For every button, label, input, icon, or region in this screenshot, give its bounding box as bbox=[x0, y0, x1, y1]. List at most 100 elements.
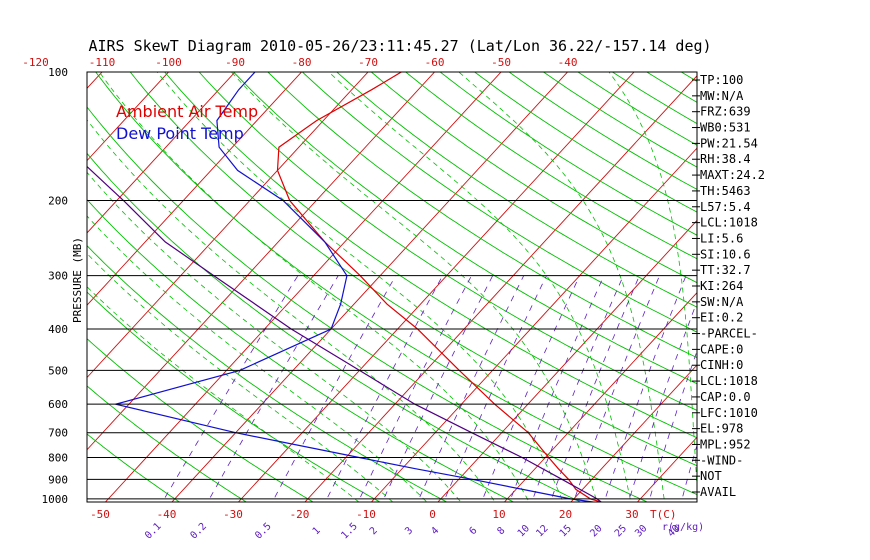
stat-entry: MAXT:24.2 bbox=[700, 168, 765, 182]
isotherm-line bbox=[87, 72, 236, 234]
stat-entry: LCL:1018 bbox=[700, 374, 758, 388]
dry-adiabat-line bbox=[129, 72, 697, 467]
moist-adiabat-line bbox=[87, 215, 428, 502]
mixing-ratio-tick-label: 0.1 bbox=[143, 521, 164, 542]
mixing-ratio-line bbox=[509, 275, 605, 502]
dry-adiabat-line bbox=[301, 72, 697, 333]
legend-dew-point-temp: Dew Point Temp bbox=[116, 124, 244, 143]
pressure-tick-label: 200 bbox=[48, 195, 68, 208]
dry-adiabat-line bbox=[336, 72, 697, 308]
mixing-ratio-line bbox=[573, 275, 660, 502]
isotherm-line bbox=[437, 219, 697, 502]
bottom-temperature-tick-label: -30 bbox=[223, 508, 243, 521]
stat-entry: CINH:0 bbox=[700, 358, 743, 372]
stat-entry: AVAIL bbox=[700, 485, 736, 499]
moist-adiabat-line bbox=[328, 72, 632, 502]
stat-entry: CAPE:0 bbox=[700, 342, 743, 356]
y-axis-label: PRESSURE (MB) bbox=[71, 237, 84, 323]
stat-entry: EL:978 bbox=[700, 422, 743, 436]
moist-adiabat-line bbox=[458, 72, 665, 502]
mixing-ratio-tick-label: 1.5 bbox=[339, 521, 360, 542]
mixing-ratio-tick-label: 25 bbox=[613, 523, 629, 539]
stat-entry: LFC:1010 bbox=[700, 406, 758, 420]
isotherm-line bbox=[503, 292, 697, 502]
mixing-ratio-tick-label: 20 bbox=[588, 523, 604, 539]
mixing-ratio-tick-label: 4 bbox=[429, 525, 441, 537]
moist-adiabat-line bbox=[87, 253, 394, 502]
pressure-tick-label: 600 bbox=[48, 398, 68, 411]
dry-adiabat-line bbox=[768, 63, 870, 510]
pressure-tick-label: 100 bbox=[48, 66, 68, 79]
mixing-ratio-tick-label: 15 bbox=[558, 523, 574, 539]
dry-adiabat-line bbox=[198, 72, 697, 411]
dry-adiabat-line bbox=[508, 72, 697, 190]
mixing-ratio-line bbox=[324, 275, 443, 502]
stat-entry: NOT bbox=[700, 469, 722, 483]
isotherm-line bbox=[0, 52, 54, 516]
isotherm-line bbox=[370, 147, 697, 502]
mixing-ratio-line bbox=[207, 275, 339, 502]
isotherm-line bbox=[87, 72, 103, 90]
top-temperature-tick-label: -100 bbox=[155, 56, 182, 69]
mixing-ratio-line bbox=[531, 275, 624, 502]
top-temperature-tick-label: -90 bbox=[225, 56, 245, 69]
mixing-ratio-line bbox=[162, 275, 299, 502]
dry-adiabat-line bbox=[439, 72, 697, 236]
mixing-ratio-line bbox=[417, 275, 525, 502]
stat-entry: SW:N/A bbox=[700, 295, 744, 309]
stat-entry: SI:10.6 bbox=[700, 247, 751, 261]
bottom-temperature-tick-label: 0 bbox=[429, 508, 436, 521]
isotherm-line bbox=[171, 72, 569, 502]
bottom-temperature-tick-label: -10 bbox=[356, 508, 376, 521]
moist-adiabat-line bbox=[87, 171, 462, 502]
top-temperature-tick-label: -50 bbox=[491, 56, 511, 69]
dry-adiabat-line bbox=[232, 72, 697, 385]
dry-adiabat-line bbox=[645, 72, 697, 103]
legend-ambient-air-temp: Ambient Air Temp bbox=[116, 102, 258, 121]
dry-adiabat-line bbox=[370, 72, 697, 284]
stat-entry: KI:264 bbox=[700, 279, 743, 293]
dry-adiabat-line bbox=[802, 63, 870, 510]
mixing-ratio-tick-label: 12 bbox=[534, 523, 550, 539]
isotherm-line bbox=[87, 72, 303, 306]
bottom-temperature-tick-label: -20 bbox=[290, 508, 310, 521]
bottom-temperature-tick-label: 10 bbox=[492, 508, 505, 521]
mixing-ratio-line bbox=[549, 275, 640, 502]
x-axis-label: T(C) bbox=[650, 508, 677, 521]
stat-entry: LI:5.6 bbox=[700, 231, 743, 245]
moist-adiabat-line bbox=[231, 72, 598, 502]
mixing-ratio-axis-label: r(g/kg) bbox=[662, 522, 704, 533]
isotherm-line bbox=[570, 364, 697, 502]
mixing-ratio-line bbox=[648, 349, 697, 502]
mixing-ratio-line bbox=[481, 275, 580, 502]
dry-adiabat-line bbox=[734, 63, 870, 510]
pressure-tick-label: 700 bbox=[48, 427, 68, 440]
stat-entry: LCL:1018 bbox=[700, 216, 758, 230]
mixing-ratio-line bbox=[381, 275, 494, 502]
pressure-tick-label: 400 bbox=[48, 323, 68, 336]
bottom-temperature-tick-label: -50 bbox=[90, 508, 110, 521]
mixing-ratio-tick-label: 0.5 bbox=[253, 521, 274, 542]
stat-entry: WB0:531 bbox=[700, 121, 751, 135]
dry-adiabat-line bbox=[87, 152, 582, 502]
top-temperature-tick-label: -60 bbox=[425, 56, 445, 69]
top-temperature-tick-label: -40 bbox=[558, 56, 578, 69]
mixing-ratio-line bbox=[271, 275, 397, 502]
pressure-tick-label: 300 bbox=[48, 270, 68, 283]
mixing-ratio-tick-label: 8 bbox=[496, 525, 508, 537]
stat-entry: PW:21.54 bbox=[700, 136, 758, 150]
moist-adiabat-line bbox=[87, 119, 496, 502]
mixing-ratio-tick-label: 0.2 bbox=[188, 521, 209, 542]
stat-entry: TP:100 bbox=[700, 73, 743, 87]
stat-entry: FRZ:639 bbox=[700, 105, 751, 119]
isotherm-line bbox=[87, 72, 170, 162]
dry-adiabat-line bbox=[267, 72, 697, 359]
dry-adiabat-line bbox=[473, 72, 697, 213]
stat-entry: CAP:0.0 bbox=[700, 390, 751, 404]
plot-border bbox=[86, 71, 698, 503]
bottom-temperature-tick-label: 20 bbox=[559, 508, 572, 521]
pressure-tick-label: 500 bbox=[48, 364, 68, 377]
